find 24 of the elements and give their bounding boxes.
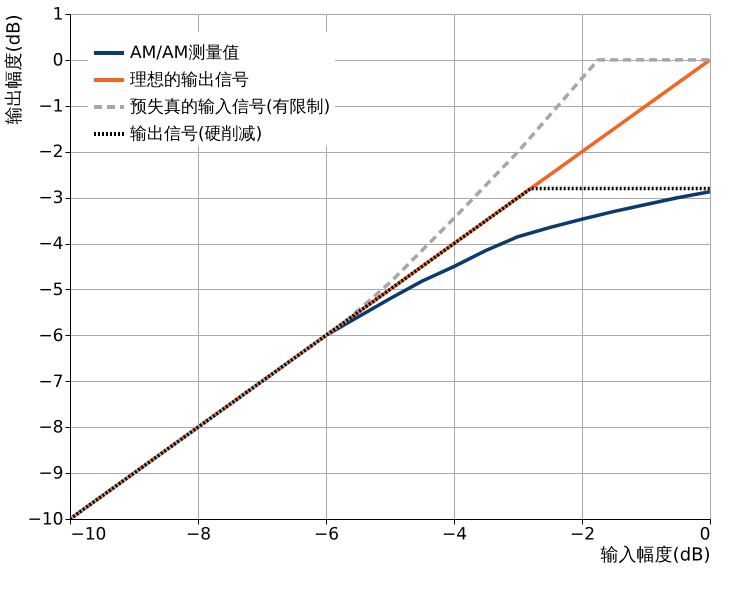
y-tick-label: −1 [38, 96, 64, 116]
y-tick-label: −4 [38, 234, 64, 254]
legend-label: 理想的输出信号 [130, 70, 249, 90]
y-tick-label: −10 [28, 510, 64, 530]
y-tick-label: −9 [38, 464, 64, 484]
y-axis-title: 输出幅度(dB) [4, 14, 25, 124]
y-tick-label: −2 [38, 142, 64, 162]
y-tick-label: −3 [38, 188, 64, 208]
legend-label: 输出信号(硬削减) [130, 124, 262, 144]
y-tick-label: 0 [52, 50, 64, 70]
y-tick-label: 1 [52, 4, 64, 24]
y-tick-label: −6 [38, 326, 64, 346]
legend-label: AM/AM测量值 [130, 43, 240, 63]
x-tick-label: 0 [700, 524, 710, 544]
y-tick-label: −8 [38, 418, 64, 438]
y-tick-label: −5 [38, 280, 64, 300]
x-axis-title: 输入幅度(dB) [600, 544, 710, 566]
x-tick-label: −2 [570, 524, 596, 544]
legend-label: 预失真的输入信号(有限制) [130, 97, 330, 117]
x-tick-label: −6 [314, 524, 340, 544]
x-tick-label: −8 [186, 524, 212, 544]
y-tick-label: −7 [38, 372, 64, 392]
x-tick-label: −10 [70, 524, 106, 544]
x-tick-label: −4 [442, 524, 468, 544]
